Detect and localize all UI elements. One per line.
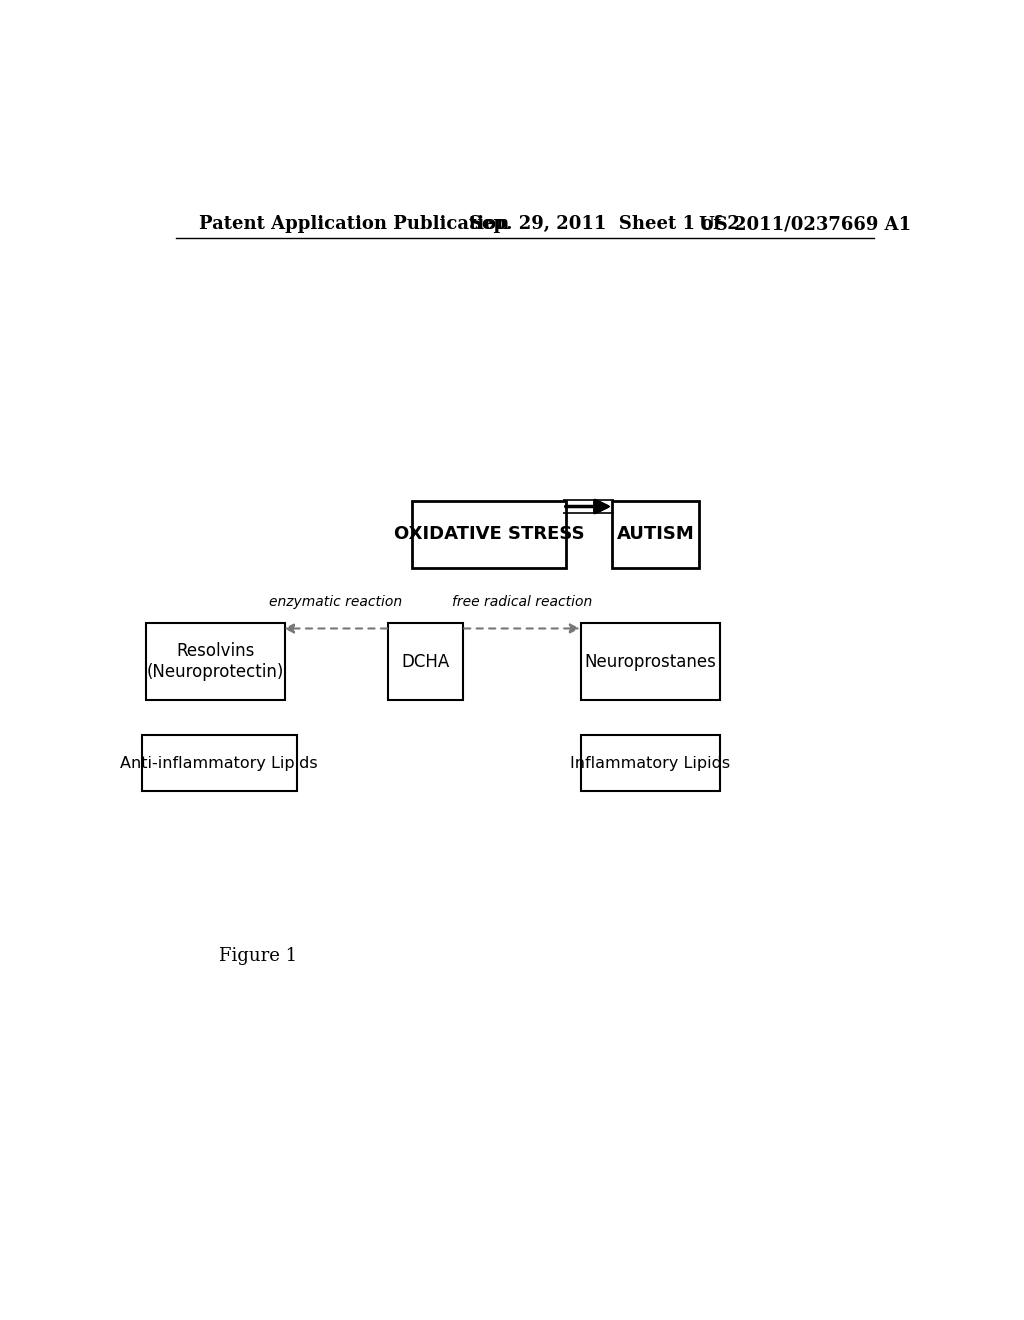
Text: free radical reaction: free radical reaction (453, 595, 593, 609)
Text: Figure 1: Figure 1 (219, 948, 297, 965)
Text: Patent Application Publication: Patent Application Publication (200, 215, 510, 234)
Text: Resolvins
(Neuroprotectin): Resolvins (Neuroprotectin) (146, 642, 284, 681)
FancyBboxPatch shape (145, 623, 285, 700)
FancyBboxPatch shape (412, 502, 566, 568)
Text: AUTISM: AUTISM (616, 525, 694, 544)
Text: Sep. 29, 2011  Sheet 1 of 2: Sep. 29, 2011 Sheet 1 of 2 (469, 215, 740, 234)
FancyBboxPatch shape (612, 502, 699, 568)
Text: enzymatic reaction: enzymatic reaction (268, 595, 401, 609)
Text: Neuroprostanes: Neuroprostanes (585, 652, 716, 671)
Text: DCHA: DCHA (401, 652, 450, 671)
Text: Inflammatory Lipids: Inflammatory Lipids (570, 755, 730, 771)
Text: OXIDATIVE STRESS: OXIDATIVE STRESS (394, 525, 585, 544)
FancyBboxPatch shape (581, 623, 720, 700)
FancyBboxPatch shape (581, 735, 720, 791)
Text: US 2011/0237669 A1: US 2011/0237669 A1 (699, 215, 911, 234)
Text: Anti-inflammatory Lipids: Anti-inflammatory Lipids (121, 755, 318, 771)
FancyBboxPatch shape (388, 623, 463, 700)
FancyBboxPatch shape (142, 735, 297, 791)
